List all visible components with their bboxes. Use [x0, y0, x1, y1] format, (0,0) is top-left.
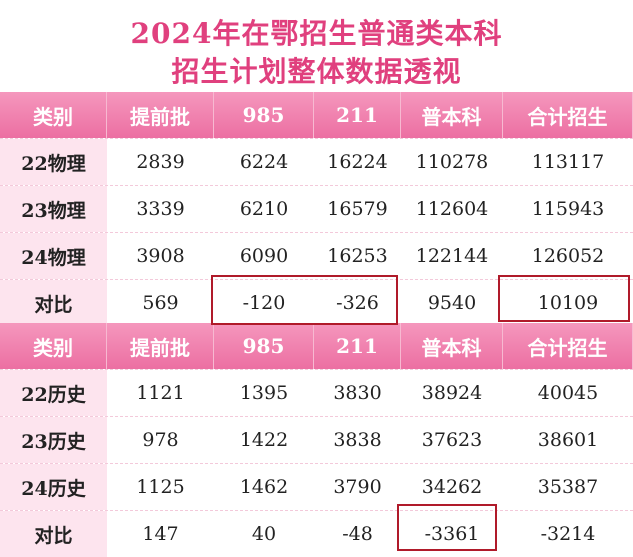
comparison-row: 对比 147 40 -48 -3361 -3214	[0, 510, 633, 557]
table-cell: -120	[214, 280, 314, 326]
table-row: 23物理 3339 6210 16579 112604 115943	[0, 185, 633, 232]
row-label: 24物理	[0, 233, 107, 279]
table-cell: 3339	[107, 186, 214, 232]
table-cell: 3908	[107, 233, 214, 279]
page-title: 2024年在鄂招生普通类本科	[130, 17, 503, 50]
table-cell: 569	[107, 280, 214, 326]
table-cell: 34262	[401, 464, 503, 510]
table-row: 22历史 1121 1395 3830 38924 40045	[0, 369, 633, 416]
header-211: 211	[314, 92, 401, 138]
table-cell: 113117	[503, 139, 633, 185]
table-cell: 1395	[214, 370, 314, 416]
header-early-batch: 提前批	[107, 323, 214, 369]
table-cell: 2839	[107, 139, 214, 185]
table-cell: -48	[314, 511, 401, 557]
page-subtitle: 招生计划整体数据透视	[171, 55, 462, 88]
header-category: 类别	[0, 323, 107, 369]
table-row: 23历史 978 1422 3838 37623 38601	[0, 416, 633, 463]
header-985: 985	[214, 92, 314, 138]
table-header-row: 类别 提前批 985 211 普本科 合计招生	[0, 323, 633, 369]
header-regular: 普本科	[401, 92, 503, 138]
row-label: 对比	[0, 511, 107, 557]
table-cell: 110278	[401, 139, 503, 185]
table-cell: 40	[214, 511, 314, 557]
table-cell: 3838	[314, 417, 401, 463]
table-cell: 1422	[214, 417, 314, 463]
physics-table: 类别 提前批 985 211 普本科 合计招生 22物理 2839 6224 1…	[0, 92, 633, 326]
table-cell: 1125	[107, 464, 214, 510]
header-total: 合计招生	[503, 92, 633, 138]
row-label: 22物理	[0, 139, 107, 185]
table-cell: 3830	[314, 370, 401, 416]
table-cell: 6090	[214, 233, 314, 279]
table-cell: 6224	[214, 139, 314, 185]
table-cell: 978	[107, 417, 214, 463]
table-row: 24物理 3908 6090 16253 122144 126052	[0, 232, 633, 279]
table-cell: 6210	[214, 186, 314, 232]
comparison-row: 对比 569 -120 -326 9540 10109	[0, 279, 633, 326]
table-header-row: 类别 提前批 985 211 普本科 合计招生	[0, 92, 633, 138]
row-label: 24历史	[0, 464, 107, 510]
table-cell: 122144	[401, 233, 503, 279]
row-label: 对比	[0, 280, 107, 326]
table-cell: 115943	[503, 186, 633, 232]
table-cell: 147	[107, 511, 214, 557]
table-cell: 9540	[401, 280, 503, 326]
table-row: 22物理 2839 6224 16224 110278 113117	[0, 138, 633, 185]
table-cell: 3790	[314, 464, 401, 510]
table-cell: 16224	[314, 139, 401, 185]
table-cell: -3214	[503, 511, 633, 557]
header-total: 合计招生	[503, 323, 633, 369]
table-row: 24历史 1125 1462 3790 34262 35387	[0, 463, 633, 510]
table-cell: 1462	[214, 464, 314, 510]
header-985: 985	[214, 323, 314, 369]
table-cell: 38924	[401, 370, 503, 416]
table-cell: 37623	[401, 417, 503, 463]
row-label: 23物理	[0, 186, 107, 232]
table-cell: 16579	[314, 186, 401, 232]
table-cell: -326	[314, 280, 401, 326]
header-211: 211	[314, 323, 401, 369]
table-cell: 35387	[503, 464, 633, 510]
title-area: 2024年在鄂招生普通类本科 招生计划整体数据透视	[0, 0, 633, 92]
table-cell: 16253	[314, 233, 401, 279]
header-regular: 普本科	[401, 323, 503, 369]
header-category: 类别	[0, 92, 107, 138]
header-early-batch: 提前批	[107, 92, 214, 138]
table-cell: 40045	[503, 370, 633, 416]
table-cell: -3361	[401, 511, 503, 557]
table-cell: 126052	[503, 233, 633, 279]
row-label: 22历史	[0, 370, 107, 416]
table-cell: 10109	[503, 280, 633, 326]
history-table: 类别 提前批 985 211 普本科 合计招生 22历史 1121 1395 3…	[0, 323, 633, 557]
table-cell: 112604	[401, 186, 503, 232]
table-cell: 1121	[107, 370, 214, 416]
row-label: 23历史	[0, 417, 107, 463]
table-cell: 38601	[503, 417, 633, 463]
